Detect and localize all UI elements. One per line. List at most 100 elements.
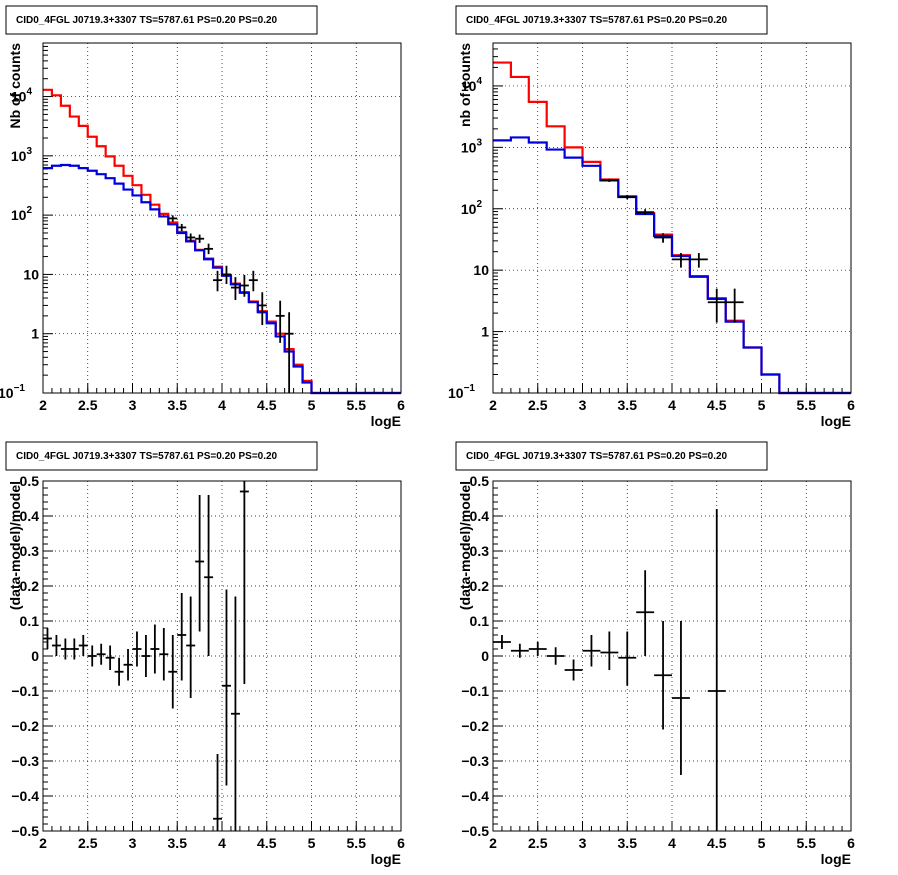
x-tick-label: 4.5: [257, 835, 277, 851]
chart-title: CID0_4FGL J0719.3+3307 TS=5787.61 PS=0.2…: [466, 451, 728, 462]
x-tick-label: 3.5: [168, 397, 188, 413]
data-point: [239, 274, 249, 297]
x-axis-title: logE: [821, 851, 851, 867]
x-tick-label: 6: [397, 397, 405, 413]
plot-frame: [492, 42, 852, 394]
data-point: [672, 621, 690, 775]
data-point: [600, 631, 619, 670]
y-axis-title: (data-model)/model: [7, 481, 23, 610]
data-point: [654, 621, 672, 730]
plot-frame: [492, 480, 852, 832]
y-axis-title: (data-model)/model: [457, 481, 473, 610]
data-point: [114, 657, 124, 686]
data-point: [186, 233, 196, 242]
y-tick-label: −0.5: [11, 823, 39, 839]
data-point: [528, 642, 547, 656]
x-tick-label: 4.5: [257, 397, 277, 413]
y-tick-exponent: −1: [14, 383, 26, 394]
y-tick-label: 1: [481, 324, 489, 340]
x-tick-label: 5.5: [797, 397, 817, 413]
data-point: [707, 509, 726, 831]
x-tick-label: 2: [489, 835, 497, 851]
model-source-histogram: [43, 163, 401, 395]
x-tick-label: 5.5: [797, 835, 817, 851]
y-tick-label: 0.3: [20, 543, 40, 559]
data-point: [105, 645, 115, 670]
y-tick-exponent: 3: [476, 137, 482, 148]
y-tick-label: 0.4: [470, 508, 490, 524]
x-tick-label: 3.5: [168, 835, 188, 851]
x-axis-title: logE: [821, 413, 851, 429]
data-point: [707, 288, 726, 323]
data-point: [222, 589, 231, 786]
title-box: [455, 441, 768, 471]
data-point: [636, 570, 655, 656]
chart-panel-3: CID0_4FGL J0719.3+3307 TS=5787.61 PS=0.2…: [5, 441, 405, 867]
data-point: [239, 481, 249, 684]
y-tick-label: 102: [11, 205, 33, 223]
x-tick-label: 3: [129, 835, 137, 851]
y-tick-label: 0: [31, 648, 39, 664]
y-tick-exponent: 2: [26, 205, 32, 216]
y-tick-label: 0.1: [20, 613, 40, 629]
y-tick-label: −0.3: [461, 753, 489, 769]
x-tick-label: 5: [308, 835, 316, 851]
data-point: [177, 223, 187, 231]
x-tick-label: 2.5: [528, 835, 548, 851]
y-tick-label: −0.2: [461, 718, 489, 734]
data-point: [60, 638, 70, 660]
title-box: [5, 5, 318, 35]
y-tick-label: 0.5: [470, 473, 490, 489]
y-tick-label: 103: [11, 146, 33, 164]
chart-panel-4: CID0_4FGL J0719.3+3307 TS=5787.61 PS=0.2…: [455, 441, 855, 867]
data-point: [168, 635, 178, 709]
y-axis-title: nb of counts: [457, 43, 473, 127]
x-tick-label: 5: [308, 397, 316, 413]
x-tick-label: 5.5: [347, 835, 367, 851]
x-tick-label: 3.5: [618, 835, 638, 851]
x-axis-title: logE: [371, 413, 401, 429]
y-tick-label: 0.4: [20, 508, 40, 524]
x-tick-label: 4.5: [707, 835, 727, 851]
y-tick-label: −0.1: [11, 683, 39, 699]
plot-frame: [42, 480, 402, 832]
data-point: [510, 643, 529, 658]
y-tick-label: −0.2: [11, 718, 39, 734]
x-tick-label: 5: [758, 835, 766, 851]
data-point: [69, 638, 79, 660]
y-tick-exponent: 3: [26, 146, 32, 157]
data-point: [132, 631, 142, 667]
data-point: [96, 643, 106, 665]
chart-title: CID0_4FGL J0719.3+3307 TS=5787.61 PS=0.2…: [16, 15, 278, 26]
y-tick-label: −0.4: [461, 788, 489, 804]
data-point: [213, 754, 222, 831]
data-point: [78, 635, 88, 656]
data-point: [150, 624, 160, 674]
y-tick-label: 10−1: [448, 383, 475, 401]
x-tick-label: 4.5: [707, 397, 727, 413]
data-point: [689, 253, 708, 268]
data-point: [43, 628, 52, 649]
y-tick-label: 1: [31, 326, 39, 342]
data-point: [230, 277, 240, 301]
data-point: [618, 631, 637, 686]
data-point: [582, 635, 601, 667]
y-tick-label: −0.4: [11, 788, 39, 804]
y-tick-label: 0.5: [20, 473, 40, 489]
x-tick-label: 4: [668, 397, 676, 413]
y-tick-label: 102: [461, 199, 483, 217]
data-point: [636, 209, 655, 216]
x-tick-label: 4: [218, 397, 226, 413]
data-point: [186, 596, 196, 698]
y-tick-label: 0: [481, 648, 489, 664]
y-tick-label: 0.1: [470, 613, 490, 629]
title-box: [455, 5, 768, 35]
x-tick-label: 2.5: [78, 835, 98, 851]
x-tick-label: 2: [39, 397, 47, 413]
data-point: [195, 234, 205, 243]
chart-panel-1: CID0_4FGL J0719.3+3307 TS=5787.61 PS=0.2…: [0, 5, 405, 429]
x-axis-title: logE: [371, 851, 401, 867]
y-tick-label: 103: [461, 137, 483, 155]
x-tick-label: 6: [847, 397, 855, 413]
